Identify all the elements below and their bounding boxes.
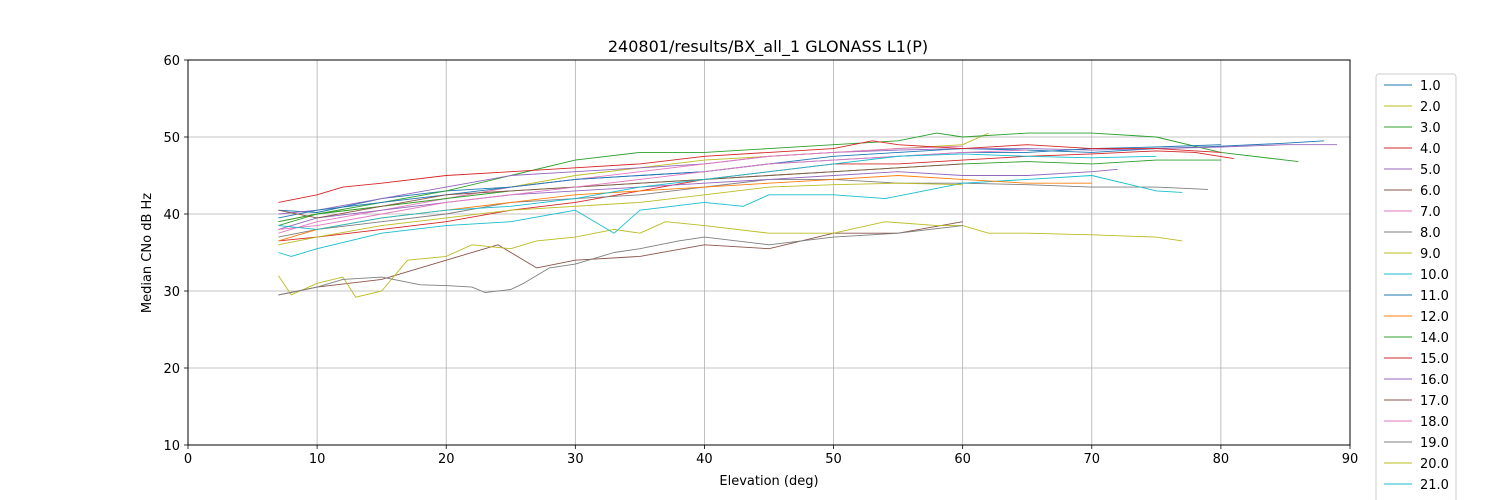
x-axis-label: Elevation (deg) — [719, 474, 818, 489]
series-line-7.0 — [278, 145, 963, 234]
x-tick-label: 20 — [438, 452, 455, 467]
legend-label: 7.0 — [1420, 205, 1441, 220]
legend-box — [1375, 73, 1457, 500]
legend-label: 21.0 — [1420, 478, 1449, 493]
series-line-2.0 — [278, 132, 989, 223]
series-line-19.0 — [278, 225, 963, 296]
x-tick-label: 0 — [184, 452, 192, 467]
legend: 1.0 2.0 3.0 4.0 5.0 6.0 7.0 8.0 9.0 10.0 11.0 12.0 1… — [1375, 73, 1457, 500]
x-tick-label: 60 — [954, 452, 971, 467]
chart-title: 240801/results/BX_all_1 GLONASS L1(P) — [608, 37, 928, 57]
x-tick-label: 40 — [696, 452, 713, 467]
legend-label: 5.0 — [1420, 163, 1441, 178]
y-tick-label: 20 — [163, 362, 180, 377]
x-tick-label: 30 — [567, 452, 584, 467]
series-line-6.0 — [278, 221, 963, 296]
x-tick-label: 10 — [309, 452, 326, 467]
legend-label: 3.0 — [1420, 121, 1441, 136]
series-line-16.0 — [278, 168, 1118, 230]
series-line-21.0 — [278, 153, 1157, 230]
legend-label: 12.0 — [1420, 310, 1449, 325]
series-lines — [278, 132, 1338, 298]
series-line-15.0 — [278, 140, 1221, 203]
series-line-3.0 — [278, 132, 1299, 227]
series-line-9.0 — [278, 221, 1183, 298]
legend-label: 10.0 — [1420, 268, 1449, 283]
legend-label: 9.0 — [1420, 247, 1441, 262]
legend-label: 19.0 — [1420, 436, 1449, 451]
legend-label: 17.0 — [1420, 394, 1449, 409]
series-line-4.0 — [278, 150, 1234, 242]
y-tick-label: 30 — [163, 285, 180, 300]
legend-label: 15.0 — [1420, 352, 1449, 367]
series-line-14.0 — [278, 159, 1221, 223]
series-line-8.0 — [278, 178, 1209, 238]
legend-label: 16.0 — [1420, 373, 1449, 388]
legend-label: 14.0 — [1420, 331, 1449, 346]
series-line-20.0 — [278, 182, 963, 246]
legend-label: 18.0 — [1420, 415, 1449, 430]
y-axis-label: Median CNo dB Hz — [140, 193, 155, 313]
y-tick-label: 50 — [163, 131, 180, 146]
grid-lines — [187, 59, 1351, 446]
y-tick-label: 10 — [163, 439, 180, 454]
legend-label: 4.0 — [1420, 142, 1441, 157]
plot-frame — [187, 59, 1351, 446]
series-line-10.0 — [278, 175, 1183, 257]
y-tick-label: 40 — [163, 208, 180, 223]
x-tick-label: 90 — [1342, 452, 1359, 467]
legend-label: 11.0 — [1420, 289, 1449, 304]
axis-ticks: 0 10 20 30 40 50 60 70 80 90 10 20 30 40 50 60 — [163, 54, 1358, 467]
legend-label: 20.0 — [1420, 457, 1449, 472]
x-tick-label: 50 — [825, 452, 842, 467]
x-tick-label: 80 — [1213, 452, 1230, 467]
legend-label: 6.0 — [1420, 184, 1441, 199]
legend-label: 2.0 — [1420, 100, 1441, 115]
series-line-17.0 — [278, 163, 963, 219]
y-tick-label: 60 — [163, 54, 180, 69]
legend-label: 8.0 — [1420, 226, 1441, 241]
legend-label: 1.0 — [1420, 79, 1441, 94]
x-tick-label: 70 — [1084, 452, 1101, 467]
